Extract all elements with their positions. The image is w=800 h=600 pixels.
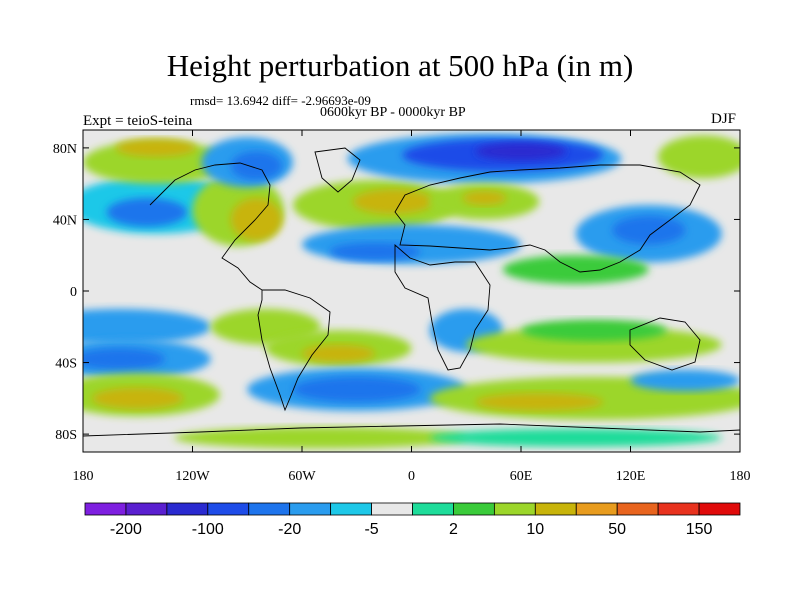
colorbar: -200 -100 -20 -5 2 10 50 150: [84, 502, 741, 538]
colorbar-label-6: 50: [608, 521, 626, 538]
coast-north-america: [149, 162, 271, 291]
lat-axis: 80N 40N 0 40S 80S: [53, 142, 740, 443]
contour-region-24: [83, 348, 166, 370]
experiment-label: Expt = teioS-teina: [83, 113, 193, 129]
lat-tick-label-4: 80S: [55, 428, 77, 443]
coast-greenland: [314, 147, 361, 193]
lon-tick-label-5: 120E: [616, 469, 646, 484]
season-label: DJF: [711, 111, 737, 127]
lat-tick-label-3: 40S: [55, 357, 77, 372]
contour-region-21: [83, 308, 211, 345]
coast-antarctica: [83, 423, 740, 437]
contour-region-37: [174, 426, 467, 449]
contour-region-7: [230, 151, 282, 181]
colorbar-swatch-2: [166, 502, 209, 516]
contour-region-1: [106, 197, 188, 227]
contour-region-26: [302, 344, 375, 363]
lon-tick-label-4: 60E: [510, 469, 533, 484]
contour-region-35: [475, 392, 604, 411]
colorbar-label-4: 2: [449, 521, 458, 538]
colorbar-label-3: -5: [364, 521, 378, 538]
lon-tick-label-2: 60W: [288, 469, 316, 484]
coast-australia: [629, 317, 701, 371]
contour-region-5: [230, 197, 282, 241]
period-text: 0600kyr BP - 0000kyr BP: [320, 105, 466, 120]
colorbar-label-0: -200: [110, 521, 142, 538]
colorbar-label-7: 150: [686, 521, 713, 538]
contour-fills: [83, 133, 740, 449]
contour-region-31: [92, 387, 184, 410]
colorbar-label-2: -20: [278, 521, 301, 538]
contour-region-18: [612, 215, 686, 245]
colorbar-swatch-7: [371, 502, 413, 516]
contour-region-36: [630, 369, 740, 392]
chart-title: Height perturbation at 500 hPa (in m): [166, 48, 634, 83]
lat-tick-label-1: 40N: [53, 213, 77, 228]
colorbar-swatch-3: [207, 502, 250, 516]
lon-axis: 180 120W 60W 0 60E 120E 180: [73, 130, 751, 484]
colorbar-swatch-6: [330, 502, 372, 516]
colorbar-swatch-9: [453, 502, 495, 516]
stats-text: rmsd= 13.6942 diff= -2.96693e-09: [190, 93, 371, 108]
coastlines: [83, 147, 740, 437]
lon-tick-label-0: 180: [73, 469, 94, 484]
colorbar-swatch-1: [125, 502, 168, 516]
colorbar-swatch-0: [84, 502, 127, 516]
colorbar-swatch-8: [412, 502, 454, 516]
contour-region-28: [466, 326, 722, 363]
lat-tick-label-0: 80N: [53, 142, 77, 157]
contour-region-33: [292, 376, 421, 402]
contour-region-16: [462, 190, 507, 206]
lon-tick-label-1: 120W: [175, 469, 210, 484]
coast-south-america: [257, 289, 331, 412]
contour-region-29: [521, 319, 667, 342]
colorbar-swatch-4: [248, 502, 291, 516]
colorbar-swatch-5: [289, 502, 332, 516]
colorbar-swatch-14: [657, 502, 700, 516]
colorbar-label-5: 10: [526, 521, 544, 538]
coast-africa: [394, 244, 491, 371]
contour-region-3: [115, 138, 197, 157]
colorbar-swatch-12: [575, 502, 618, 516]
colorbar-label-1: -100: [192, 521, 224, 538]
lat-tick-label-2: 0: [70, 285, 77, 300]
contour-region-14: [475, 142, 567, 161]
colorbar-swatch-11: [534, 502, 577, 516]
colorbar-swatch-10: [493, 502, 536, 516]
colorbar-swatch-15: [698, 502, 741, 516]
contour-region-19: [657, 135, 740, 179]
contour-region-9: [353, 189, 434, 215]
contour-region-38: [429, 428, 722, 447]
lon-tick-label-3: 0: [408, 469, 415, 484]
coast-europe-asia: [394, 164, 701, 273]
lon-tick-label-6: 180: [730, 469, 751, 484]
colorbar-swatch-13: [616, 502, 659, 516]
